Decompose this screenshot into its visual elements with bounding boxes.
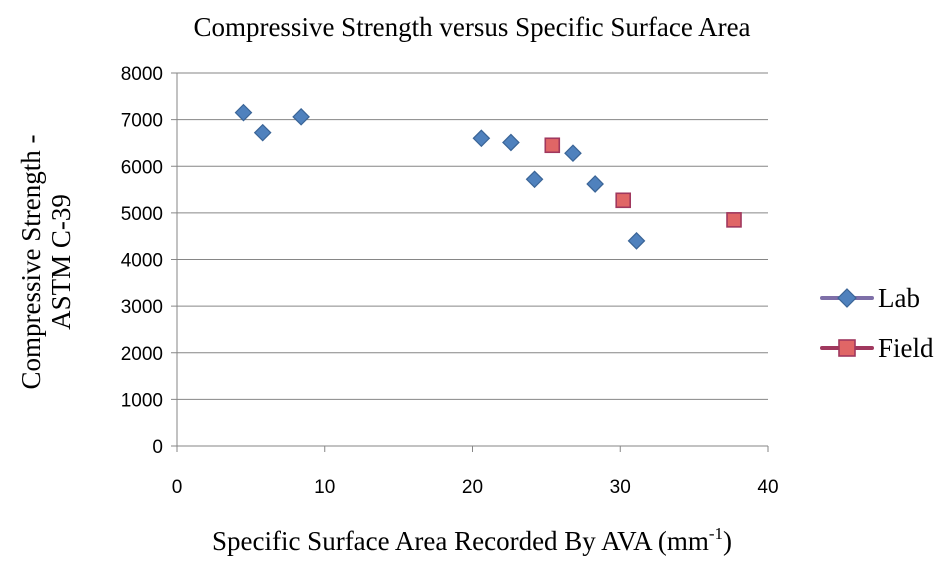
y-tick-labels: 0 1000 2000 3000 4000 5000 6000 7000 8000 bbox=[121, 64, 163, 458]
x-tick-label: 40 bbox=[757, 477, 778, 498]
lab-point bbox=[472, 129, 491, 148]
legend-label: Field bbox=[878, 333, 934, 363]
legend: Lab Field bbox=[820, 283, 934, 363]
x-tick-label: 0 bbox=[172, 477, 183, 498]
legend-item-field: Field bbox=[820, 333, 934, 363]
x-axis-label-sup: -1 bbox=[709, 524, 723, 543]
lab-point bbox=[564, 144, 582, 163]
y-tick-label: 7000 bbox=[121, 111, 163, 132]
legend-item-lab: Lab bbox=[820, 283, 920, 313]
y-tick-label: 6000 bbox=[121, 157, 163, 178]
x-tick-label: 10 bbox=[314, 477, 335, 498]
y-axis-label-line-1: Compressive Strength - bbox=[16, 135, 46, 390]
y-tick-label: 2000 bbox=[121, 344, 163, 365]
y-tick-label: 1000 bbox=[121, 390, 163, 411]
lab-point bbox=[627, 232, 646, 250]
y-tick-label: 5000 bbox=[121, 204, 163, 225]
x-axis-label: Specific Surface Area Recorded By AVA (m… bbox=[212, 524, 732, 556]
field-point bbox=[544, 137, 561, 154]
legend-marker bbox=[837, 288, 857, 308]
x-axis-label-tail: ) bbox=[723, 526, 732, 556]
field-point bbox=[726, 212, 742, 228]
x-tick-label: 30 bbox=[610, 477, 631, 498]
lab-point bbox=[234, 103, 253, 122]
x-tick-labels: 0 10 20 30 40 bbox=[172, 477, 779, 498]
lab-point bbox=[502, 133, 520, 152]
y-tick-label: 0 bbox=[152, 437, 163, 458]
lab-point bbox=[525, 170, 544, 189]
axes bbox=[171, 72, 769, 452]
lab-point bbox=[253, 123, 272, 142]
legend-label: Lab bbox=[878, 283, 920, 313]
field-point bbox=[615, 192, 632, 209]
y-axis-label: Compressive Strength - ASTM C-39 bbox=[16, 135, 76, 390]
data-points bbox=[234, 103, 742, 250]
y-tick-label: 4000 bbox=[121, 251, 163, 272]
y-axis-label-line-2: ASTM C-39 bbox=[46, 194, 76, 330]
y-tick-label: 8000 bbox=[121, 64, 163, 85]
x-tick-label: 20 bbox=[462, 477, 483, 498]
y-tick-label: 3000 bbox=[121, 297, 163, 318]
lab-point bbox=[292, 107, 310, 126]
chart-title: Compressive Strength versus Specific Sur… bbox=[193, 12, 750, 42]
legend-marker bbox=[838, 339, 856, 357]
gridlines bbox=[177, 72, 768, 400]
x-axis-label-base: Specific Surface Area Recorded By AVA (m… bbox=[212, 526, 709, 556]
lab-point bbox=[586, 175, 604, 193]
